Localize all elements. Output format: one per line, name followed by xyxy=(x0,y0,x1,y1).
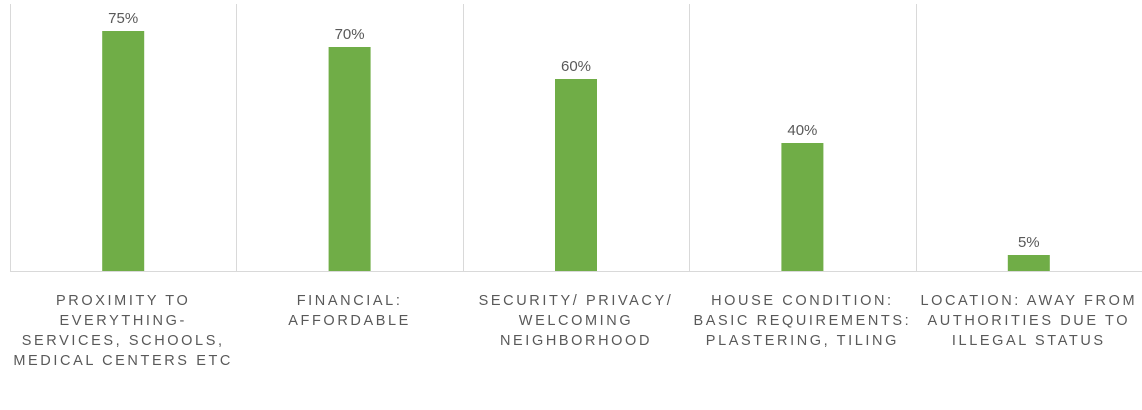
data-label: 75% xyxy=(108,10,138,27)
bar xyxy=(555,79,597,271)
data-label: 40% xyxy=(787,122,817,139)
data-label: 5% xyxy=(1018,234,1040,251)
x-tick-label: FINANCIAL: AFFORDABLE xyxy=(288,293,411,329)
bar xyxy=(328,47,371,271)
bar xyxy=(1007,255,1050,271)
x-tick-label: HOUSE CONDITION: BASIC REQUIREMENTS: PLA… xyxy=(693,293,912,349)
data-label: 70% xyxy=(335,26,365,43)
bar xyxy=(102,31,145,271)
x-tick-label: SECURITY/ PRIVACY/ WELCOMING NEIGHBORHOO… xyxy=(478,293,674,349)
bar xyxy=(781,143,824,271)
x-tick-label: LOCATION: AWAY FROM AUTHORITIES DUE TO I… xyxy=(920,293,1138,349)
x-tick-label: PROXIMITY TO EVERYTHING- SERVICES, SCHOO… xyxy=(13,293,234,369)
data-label: 60% xyxy=(561,58,591,75)
